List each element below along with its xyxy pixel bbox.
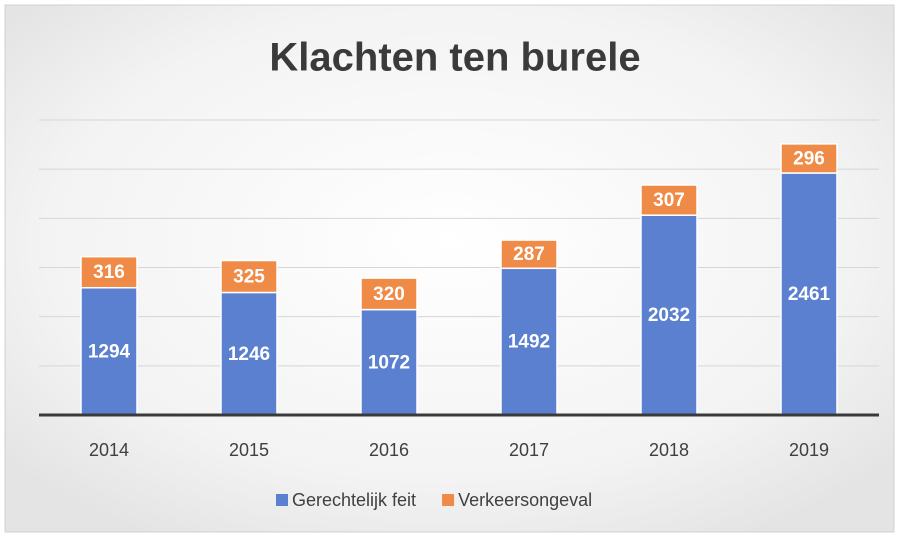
data-label: 320 <box>373 284 405 305</box>
data-label: 1072 <box>368 352 410 373</box>
data-label: 2032 <box>648 305 690 326</box>
data-label: 296 <box>793 148 825 169</box>
chart-title: Klachten ten burele <box>269 36 640 80</box>
bar-segment <box>640 184 698 216</box>
bar-segment <box>80 255 138 289</box>
x-tick-label: 2019 <box>789 440 829 460</box>
legend-swatch <box>442 494 455 506</box>
data-label: 1492 <box>508 332 550 353</box>
data-label: 316 <box>93 262 125 283</box>
legend: Gerechtelijk feit Verkeersongeval <box>276 490 592 510</box>
data-label: 1294 <box>88 341 131 362</box>
x-tick-label: 2016 <box>369 440 409 460</box>
data-label: 325 <box>233 267 265 288</box>
x-tick-label: 2014 <box>89 440 129 460</box>
plot-area: 1294 316 2014 1246 325 2015 1072 320 2016 1492 287… <box>39 119 879 460</box>
chart-background <box>4 4 895 533</box>
legend-label: Gerechtelijk feit <box>292 490 416 510</box>
bar-segment <box>360 308 418 416</box>
x-tick-label: 2015 <box>229 440 269 460</box>
bar-segment <box>360 277 418 311</box>
bar-segment <box>640 214 698 416</box>
data-label: 1246 <box>228 344 270 365</box>
legend-swatch <box>276 494 288 506</box>
legend-label: Verkeersongeval <box>458 490 592 510</box>
bar-segment <box>780 143 838 174</box>
data-label: 287 <box>513 244 545 265</box>
x-tick-label: 2017 <box>509 440 549 460</box>
bar-segment <box>500 239 558 270</box>
data-label: 307 <box>653 190 685 211</box>
x-tick-label: 2018 <box>649 440 689 460</box>
bar-segment <box>780 172 838 416</box>
data-label: 2461 <box>788 284 831 305</box>
bar-segment <box>220 259 278 294</box>
